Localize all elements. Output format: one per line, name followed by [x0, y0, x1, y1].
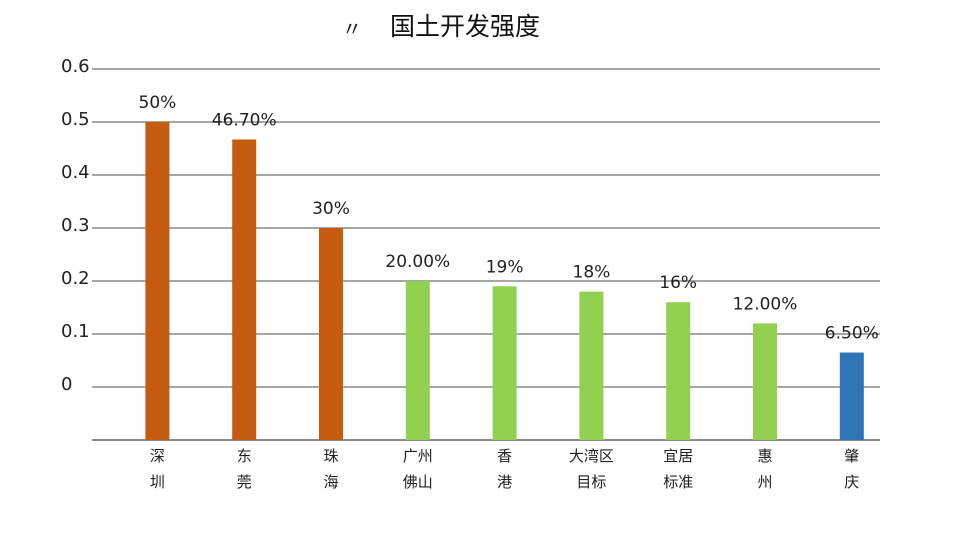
y-tick-label: 0.3: [61, 215, 90, 236]
x-tick-label: 圳: [150, 473, 165, 491]
data-label: 18%: [573, 263, 611, 283]
bars: [145, 122, 864, 441]
x-tick-label: 香: [497, 447, 512, 465]
chart-title: 国土开发强度: [390, 12, 540, 41]
x-tick-label: 珠: [323, 447, 338, 465]
data-labels: 50% 46.70% 30% 20.00% 19% 18% 16% 12.00% 6.50%: [139, 93, 879, 344]
data-label: 16%: [659, 273, 697, 293]
data-label: 50%: [139, 93, 177, 113]
y-tick-label: 0.5: [61, 109, 90, 130]
y-axis-ticks: 0.6 0.5 0.4 0.3 0.2 0.1 0: [61, 56, 90, 395]
x-tick-label: 东: [237, 447, 252, 465]
data-label: 30%: [312, 199, 350, 219]
x-tick-label: 佛山: [403, 473, 433, 491]
x-tick-label: 州: [757, 473, 772, 491]
y-tick-label: 0.1: [61, 321, 90, 342]
bar: [145, 122, 170, 440]
x-tick-label: 大湾区: [569, 447, 614, 465]
x-tick-label: 惠: [757, 447, 772, 465]
x-tick-label: 港: [497, 473, 512, 491]
bar: [319, 228, 343, 440]
y-tick-label: 0.4: [61, 162, 90, 183]
bar: [839, 352, 864, 440]
bar: [579, 291, 604, 440]
x-tick-label: 海: [323, 473, 338, 491]
x-tick-label: 宜居: [663, 447, 693, 465]
x-tick-label: 莞: [237, 473, 252, 491]
data-label: 20.00%: [385, 252, 450, 272]
x-tick-label: 广州: [403, 447, 433, 465]
x-tick-label: 标准: [663, 473, 693, 491]
y-tick-label: 0: [61, 374, 72, 395]
bar: [492, 286, 517, 440]
data-label: 6.50%: [825, 324, 879, 344]
y-tick-label: 0.2: [61, 268, 90, 289]
data-label: 46.70%: [212, 110, 277, 130]
bar: [666, 302, 691, 440]
bar: [753, 323, 777, 440]
y-tick-label: 0.6: [61, 56, 90, 77]
chart-title-prefix: 〃: [342, 17, 362, 41]
bar: [405, 281, 430, 440]
bar: [232, 139, 257, 441]
gridlines: [92, 68, 880, 441]
x-tick-label: 肇: [844, 447, 859, 465]
x-tick-label: 深: [150, 447, 165, 465]
data-label: 12.00%: [733, 294, 798, 314]
data-label: 19%: [486, 257, 524, 277]
x-tick-label: 庆: [844, 473, 859, 491]
x-tick-label: 目标: [576, 473, 606, 491]
